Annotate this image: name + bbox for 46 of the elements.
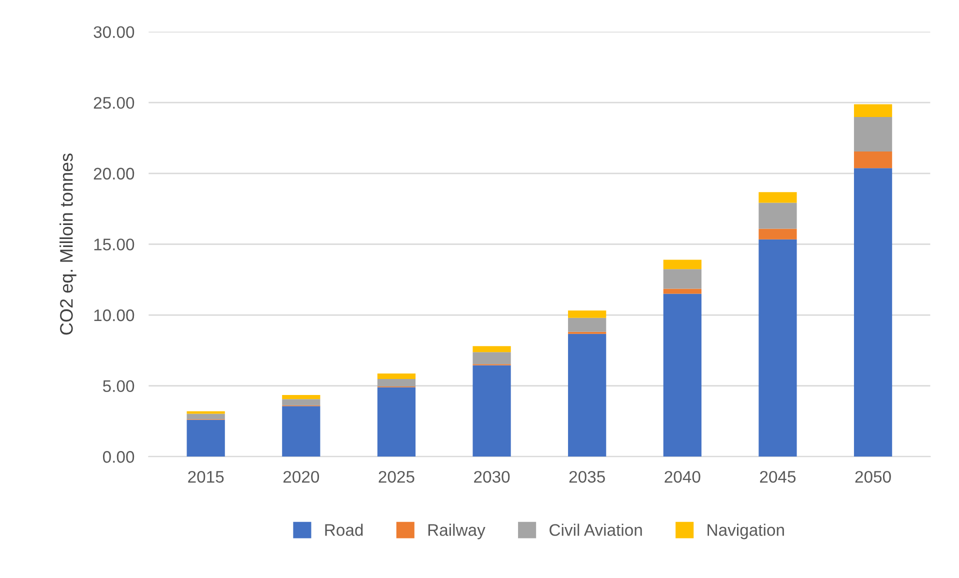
bar xyxy=(282,395,320,400)
bar xyxy=(854,117,892,152)
legend-label: Civil Aviation xyxy=(550,524,642,536)
y-tick-label: 25.00 xyxy=(94,96,134,109)
bar xyxy=(186,420,225,457)
x-tick-label: 2040 xyxy=(664,470,700,483)
y-axis-title: CO2 eq. Milloin tonnes xyxy=(60,154,76,335)
bar xyxy=(377,379,416,387)
x-tick-label: 2015 xyxy=(188,470,224,483)
bar xyxy=(282,406,320,457)
bar xyxy=(186,414,225,420)
legend-label: Road xyxy=(325,524,363,536)
x-tick-label: 2035 xyxy=(569,470,605,483)
bar xyxy=(472,346,511,352)
bar xyxy=(854,104,892,118)
x-tick-label: 2020 xyxy=(283,470,320,483)
y-tick-label: 0.00 xyxy=(102,451,134,463)
bar xyxy=(854,168,892,457)
bar xyxy=(663,288,702,294)
bar xyxy=(568,334,606,457)
legend-label: Railway xyxy=(428,524,486,540)
y-tick-label: 5.00 xyxy=(102,380,134,392)
bar xyxy=(377,373,416,380)
x-tick-label: 2025 xyxy=(378,470,414,483)
bar xyxy=(758,192,797,203)
bar xyxy=(663,294,702,457)
legend-label: Navigation xyxy=(708,524,784,540)
bar xyxy=(854,151,892,168)
bar xyxy=(663,260,702,270)
y-tick-label: 20.00 xyxy=(94,168,134,180)
x-tick-label: 2050 xyxy=(855,470,891,483)
x-tick-label: 2045 xyxy=(760,470,796,483)
bar xyxy=(758,239,797,457)
y-tick-label: 15.00 xyxy=(94,238,134,250)
bar xyxy=(568,310,606,318)
bar xyxy=(377,387,416,457)
bar xyxy=(282,399,320,406)
bar xyxy=(663,269,702,289)
y-tick-label: 10.00 xyxy=(94,309,134,322)
x-tick-label: 2030 xyxy=(474,470,510,483)
bar xyxy=(472,352,511,364)
bar xyxy=(758,228,797,240)
bar xyxy=(568,318,606,332)
y-tick-label: 30.00 xyxy=(94,26,134,38)
bar xyxy=(472,365,511,457)
bar xyxy=(758,202,797,229)
